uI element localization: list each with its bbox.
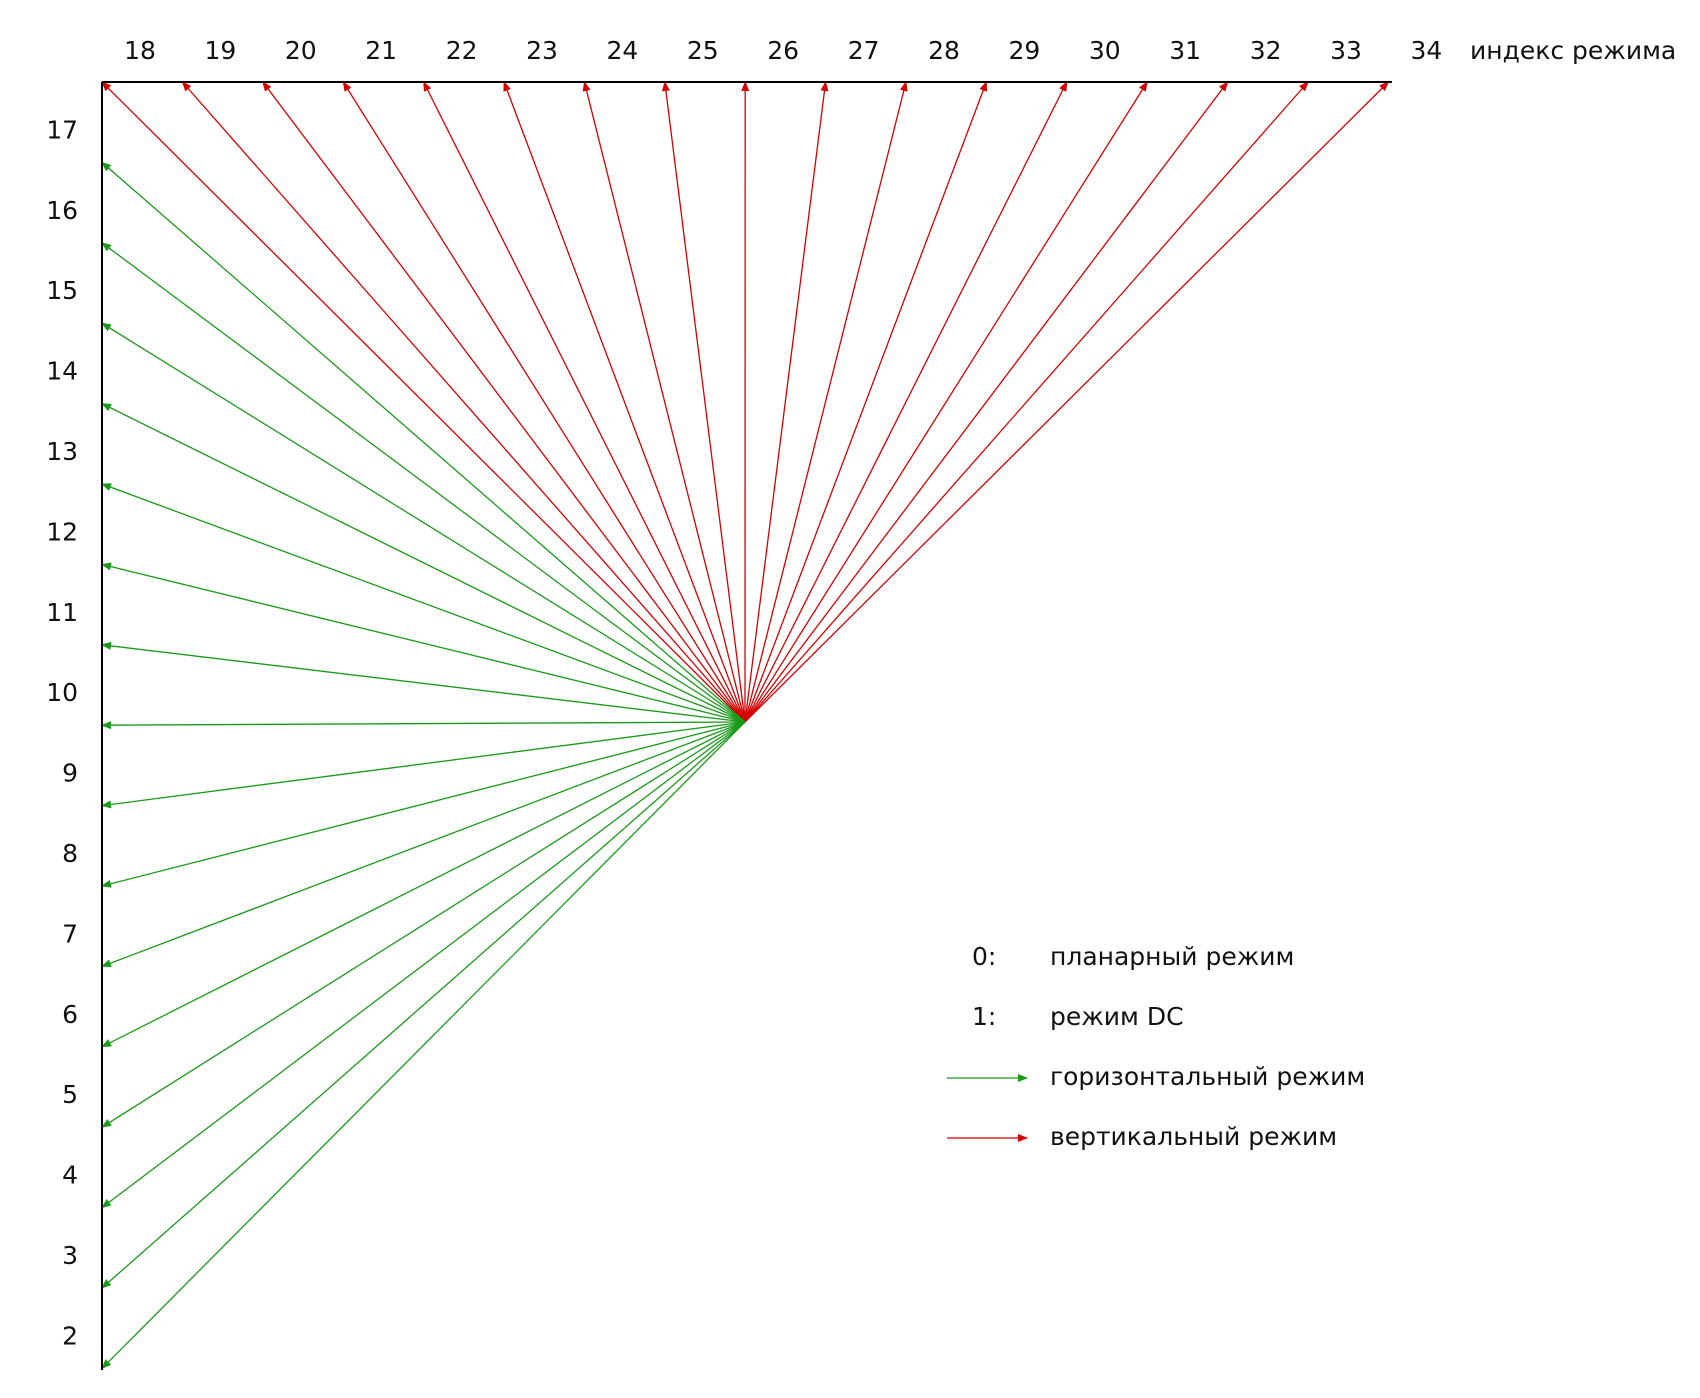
top-mode-label-22: 22 <box>446 36 478 65</box>
horizontal-mode-arrow-9 <box>101 721 746 809</box>
left-mode-label-7: 7 <box>62 919 78 948</box>
left-mode-label-3: 3 <box>62 1241 78 1270</box>
left-mode-label-11: 11 <box>46 598 78 627</box>
legend-dc-text: режим DC <box>1050 1002 1184 1031</box>
left-mode-label-5: 5 <box>62 1080 78 1109</box>
left-mode-label-16: 16 <box>46 196 78 225</box>
top-mode-label-32: 32 <box>1250 36 1282 65</box>
vertical-mode-arrow-21 <box>342 81 746 723</box>
top-mode-label-23: 23 <box>526 36 558 65</box>
top-mode-label-28: 28 <box>928 36 960 65</box>
legend-vertical-text: вертикальный режим <box>1050 1122 1337 1151</box>
left-mode-label-2: 2 <box>62 1321 78 1350</box>
legend-dc-key: 1: <box>972 1002 996 1031</box>
horizontal-mode-arrow-10 <box>101 721 746 730</box>
vertical-mode-arrow-25 <box>661 81 746 723</box>
left-mode-label-6: 6 <box>62 1000 78 1029</box>
left-mode-label-13: 13 <box>46 437 78 466</box>
horizontal-mode-arrow-15 <box>101 322 746 723</box>
top-mode-label-20: 20 <box>285 36 317 65</box>
vertical-mode-arrow-33 <box>744 81 1309 723</box>
vertical-mode-arrow-18 <box>101 81 746 723</box>
top-mode-labels: 18 19 20 21 22 23 24 25 26 27 28 29 30 31 32 33 34 <box>124 36 1442 65</box>
vertical-mode-arrow-27 <box>744 81 829 723</box>
left-mode-label-12: 12 <box>46 517 78 546</box>
legend: 0: планарный режим 1: режим DC горизонта… <box>947 942 1365 1151</box>
vertical-mode-arrow-28 <box>744 81 908 723</box>
left-mode-label-8: 8 <box>62 839 78 868</box>
legend-planar-key: 0: <box>972 942 996 971</box>
horizontal-mode-arrow-4 <box>101 721 746 1209</box>
vertical-mode-arrow-29 <box>744 81 988 723</box>
horizontal-mode-arrow-6 <box>101 721 746 1048</box>
top-mode-label-27: 27 <box>848 36 880 65</box>
vertical-mode-arrow-34 <box>744 81 1390 723</box>
top-mode-label-21: 21 <box>365 36 397 65</box>
top-mode-label-33: 33 <box>1330 36 1362 65</box>
top-mode-label-29: 29 <box>1008 36 1040 65</box>
vertical-mode-arrow-23 <box>503 81 746 723</box>
left-mode-label-17: 17 <box>46 115 78 144</box>
top-mode-label-30: 30 <box>1089 36 1121 65</box>
top-mode-label-24: 24 <box>606 36 638 65</box>
horizontal-mode-arrow-5 <box>101 721 746 1128</box>
vertical-mode-arrow-24 <box>582 81 746 723</box>
left-mode-label-14: 14 <box>46 357 78 386</box>
horizontal-mode-arrow-8 <box>101 721 746 888</box>
horizontal-mode-arrow-3 <box>101 721 746 1289</box>
horizontal-mode-arrow-17 <box>101 161 746 723</box>
left-mode-label-9: 9 <box>62 759 78 788</box>
horizontal-mode-arrow-2 <box>101 721 746 1370</box>
top-mode-label-18: 18 <box>124 36 156 65</box>
vertical-mode-arrow-22 <box>423 81 746 723</box>
mode-arrows <box>101 81 1390 1370</box>
top-mode-label-34: 34 <box>1410 36 1442 65</box>
horizontal-mode-arrow-16 <box>101 242 746 723</box>
left-mode-label-4: 4 <box>62 1161 78 1190</box>
horizontal-mode-arrow-11 <box>101 641 746 723</box>
left-mode-labels: 17 16 15 14 13 12 11 10 9 8 7 6 5 4 3 2 <box>46 115 78 1350</box>
left-mode-label-15: 15 <box>46 276 78 305</box>
top-axis-label: индекс режима <box>1470 36 1676 65</box>
legend-planar-text: планарный режим <box>1050 942 1294 971</box>
vertical-mode-arrow-19 <box>181 81 746 723</box>
vertical-mode-arrow-30 <box>744 81 1068 723</box>
top-mode-label-26: 26 <box>767 36 799 65</box>
top-mode-label-31: 31 <box>1169 36 1201 65</box>
top-mode-label-25: 25 <box>687 36 719 65</box>
horizontal-mode-arrow-14 <box>101 403 746 723</box>
horizontal-mode-arrow-12 <box>101 562 746 723</box>
top-mode-label-19: 19 <box>204 36 236 65</box>
legend-horizontal-text: горизонтальный режим <box>1050 1062 1365 1091</box>
vertical-mode-arrow-20 <box>262 81 746 723</box>
vertical-mode-arrow-32 <box>744 81 1229 723</box>
horizontal-mode-arrow-7 <box>101 721 746 968</box>
left-mode-label-10: 10 <box>46 678 78 707</box>
vertical-mode-arrow-31 <box>744 81 1148 723</box>
horizontal-mode-arrow-13 <box>101 483 746 723</box>
